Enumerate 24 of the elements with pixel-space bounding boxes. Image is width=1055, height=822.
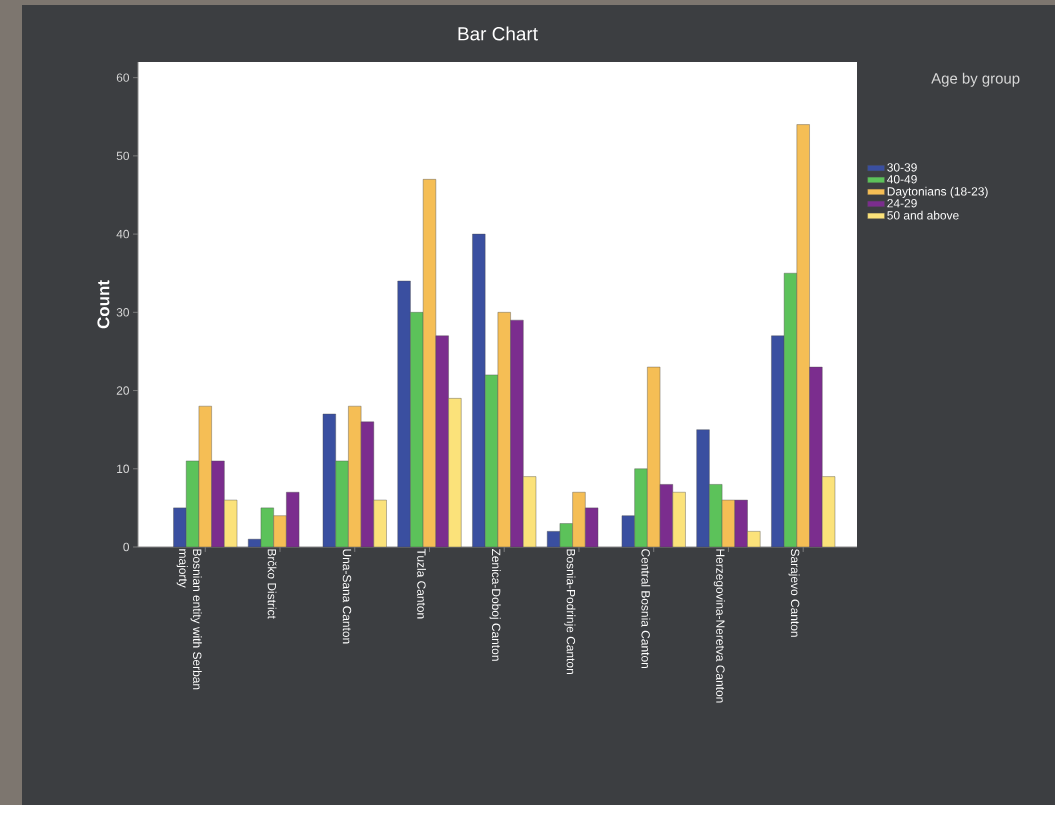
x-tick-label: Bosnian entity with Serban majorty xyxy=(176,549,202,690)
y-tick-label: 0 xyxy=(123,542,130,552)
y-tick-label: 40 xyxy=(116,229,130,239)
y-axis-title: Count xyxy=(97,280,110,329)
y-tick-label: 10 xyxy=(117,464,130,474)
legend-label: Daytonians (18-23) xyxy=(887,186,988,199)
legend-title: Age by group xyxy=(931,72,1020,87)
y-tick-label: 20 xyxy=(116,386,130,395)
x-tick-label: Bosnia-Podrinje Canton xyxy=(564,549,576,675)
legend-label: 40-49 xyxy=(887,175,917,184)
y-tick-label: 50 xyxy=(116,151,130,161)
x-tick-label: Central Bosnia Canton xyxy=(641,549,651,669)
x-tick-label: Una-Sana Canton xyxy=(342,549,352,644)
y-tick-label: 30 xyxy=(116,308,130,317)
y-tick-label: 60 xyxy=(116,73,130,82)
chart-title: Bar Chart xyxy=(458,26,538,41)
legend-label: 50 and above xyxy=(887,210,959,220)
x-tick-label: Brčko District xyxy=(267,549,277,619)
x-tick-label: Sarajevo Canton xyxy=(788,549,800,637)
legend-label: 24-29 xyxy=(887,199,917,208)
x-tick-label: Tuzla Canton xyxy=(417,548,426,619)
x-tick-label: Herzegovina-Neretva Canton xyxy=(713,549,725,703)
x-tick-label: Zenica-Doboj Canton xyxy=(489,548,501,661)
legend-label: 30-39 xyxy=(887,163,917,172)
